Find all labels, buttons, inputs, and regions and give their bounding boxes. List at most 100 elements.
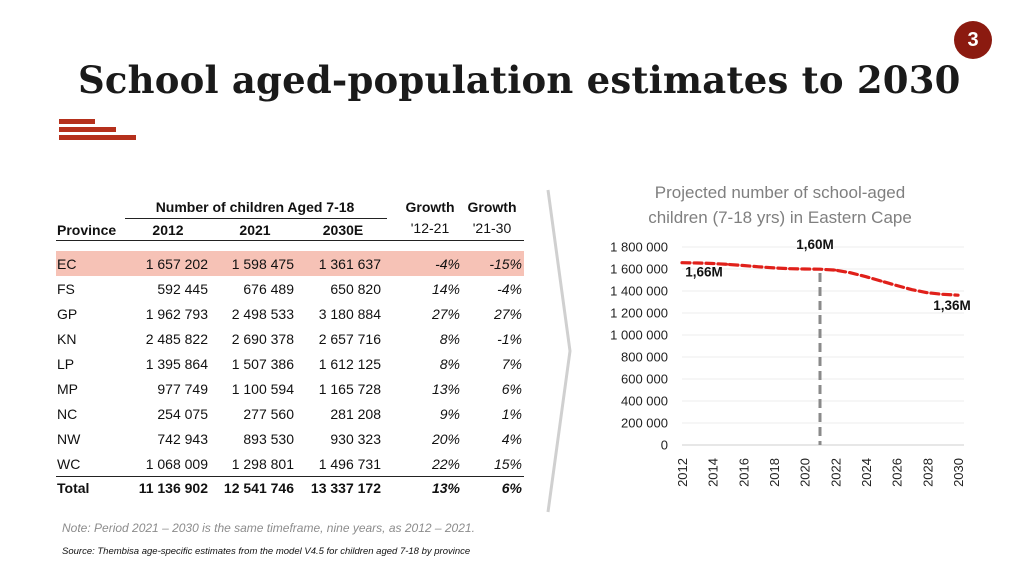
series-point <box>834 268 837 272</box>
total-2030e: 13 337 172 <box>310 480 381 496</box>
chart-title-line-1: Projected number of school-aged <box>654 183 906 202</box>
series-point <box>772 266 776 270</box>
y-tick-label: 1 600 000 <box>610 262 668 277</box>
x-tick-label: 2022 <box>828 458 843 487</box>
x-tick-label: 2024 <box>859 458 874 487</box>
row-2012: 1 068 009 <box>145 456 208 472</box>
series-point <box>880 279 883 283</box>
page-number-badge: 3 <box>954 21 992 59</box>
x-tick-label: 2026 <box>890 458 905 487</box>
row-growth-21-30: -4% <box>497 281 522 297</box>
total-label: Total <box>57 480 90 496</box>
header-2012: 2012 <box>152 222 184 238</box>
x-tick-label: 2018 <box>767 458 782 487</box>
row-growth-21-30: 27% <box>493 306 522 322</box>
row-province: GP <box>57 306 78 322</box>
row-2021: 2 498 533 <box>231 306 294 322</box>
table-group-header: Number of children Aged 7-18 <box>155 199 355 215</box>
row-growth-21-30: 4% <box>501 431 522 447</box>
title-decoration-bar <box>59 135 136 140</box>
row-province: NC <box>57 406 78 422</box>
row-2012: 1 395 864 <box>145 356 208 372</box>
row-province: EC <box>57 256 77 272</box>
row-2030e: 1 496 731 <box>318 456 381 472</box>
series-point <box>696 261 699 265</box>
header-province: Province <box>57 222 117 238</box>
row-2030e: 1 165 728 <box>318 381 381 397</box>
total-growth-21-30: 6% <box>501 480 522 496</box>
series-point <box>895 284 898 287</box>
x-tick-label: 2016 <box>736 458 751 487</box>
row-2021: 277 560 <box>243 406 294 422</box>
row-growth-12-21: 27% <box>431 306 460 322</box>
row-growth-21-30: -1% <box>497 331 522 347</box>
series-point <box>757 265 760 269</box>
y-tick-label: 600 000 <box>621 372 668 387</box>
row-2012: 254 075 <box>157 406 208 422</box>
series-point <box>941 293 944 296</box>
total-2012: 11 136 902 <box>138 480 208 496</box>
series-point <box>680 261 684 265</box>
group-header-underline <box>125 218 387 219</box>
x-tick-label: 2012 <box>675 458 690 487</box>
chart-title-line-2: children (7-18 yrs) in Eastern Cape <box>648 208 912 227</box>
row-2021: 893 530 <box>243 431 294 447</box>
title-decoration-bar <box>59 127 116 132</box>
row-2030e: 1 612 125 <box>318 356 381 372</box>
data-label: 1,36M <box>933 298 971 313</box>
row-2030e: 3 180 884 <box>318 306 381 322</box>
series-point <box>711 262 714 265</box>
row-2030e: 1 361 637 <box>318 256 381 272</box>
row-growth-12-21: 9% <box>439 406 460 422</box>
y-tick-label: 400 000 <box>621 394 668 409</box>
total-divider <box>56 476 524 477</box>
row-2012: 592 445 <box>157 281 208 297</box>
row-growth-12-21: 8% <box>439 331 460 347</box>
total-2021: 12 541 746 <box>223 480 294 496</box>
series-point <box>956 293 960 297</box>
x-tick-label: 2030 <box>951 458 966 487</box>
row-province: NW <box>57 431 81 447</box>
series-point <box>788 267 791 270</box>
x-tick-label: 2028 <box>920 458 935 487</box>
row-2030e: 650 820 <box>330 281 381 297</box>
row-province: MP <box>57 381 78 397</box>
row-2021: 1 100 594 <box>231 381 294 397</box>
chevron-divider-icon <box>546 189 572 513</box>
row-growth-21-30: -15% <box>489 256 522 272</box>
row-2030e: 2 657 716 <box>318 331 381 347</box>
series-point <box>849 271 852 275</box>
row-growth-12-21: -4% <box>435 256 460 272</box>
row-province: KN <box>57 331 77 347</box>
data-label: 1,60M <box>796 237 834 252</box>
page-title: School aged-population estimates to 2030 <box>78 58 961 102</box>
header-growth-21-30-period: '21-30 <box>472 220 512 236</box>
y-tick-label: 800 000 <box>621 350 668 365</box>
footnote: Note: Period 2021 – 2030 is the same tim… <box>62 521 475 535</box>
y-tick-label: 1 400 000 <box>610 284 668 299</box>
series-point <box>803 267 806 271</box>
series-point <box>864 275 868 278</box>
row-growth-21-30: 1% <box>501 406 522 422</box>
row-province: WC <box>57 456 81 472</box>
title-decoration-bar <box>59 119 95 124</box>
row-province: FS <box>57 281 75 297</box>
eastern-cape-line-chart: 0 200 000 400 000 600 000 800 000 1 000 000 1 … <box>610 237 971 487</box>
row-2021: 676 489 <box>243 281 294 297</box>
row-growth-21-30: 7% <box>501 356 522 372</box>
row-2021: 2 690 378 <box>231 331 294 347</box>
row-2030e: 281 208 <box>330 406 381 422</box>
row-growth-12-21: 20% <box>431 431 460 447</box>
series-point <box>910 288 914 291</box>
chart-title: Projected number of school-aged children… <box>600 180 960 230</box>
row-growth-12-21: 14% <box>431 281 460 297</box>
row-growth-12-21: 22% <box>431 456 460 472</box>
row-2012: 1 657 202 <box>145 256 208 272</box>
row-growth-12-21: 13% <box>431 381 460 397</box>
y-tick-label: 1 200 000 <box>610 306 668 321</box>
row-growth-21-30: 15% <box>493 456 522 472</box>
header-2030e: 2030E <box>322 222 364 238</box>
y-tick-label: 1 000 000 <box>610 328 668 343</box>
series-point <box>818 267 822 271</box>
y-tick-label: 1 800 000 <box>610 240 668 255</box>
